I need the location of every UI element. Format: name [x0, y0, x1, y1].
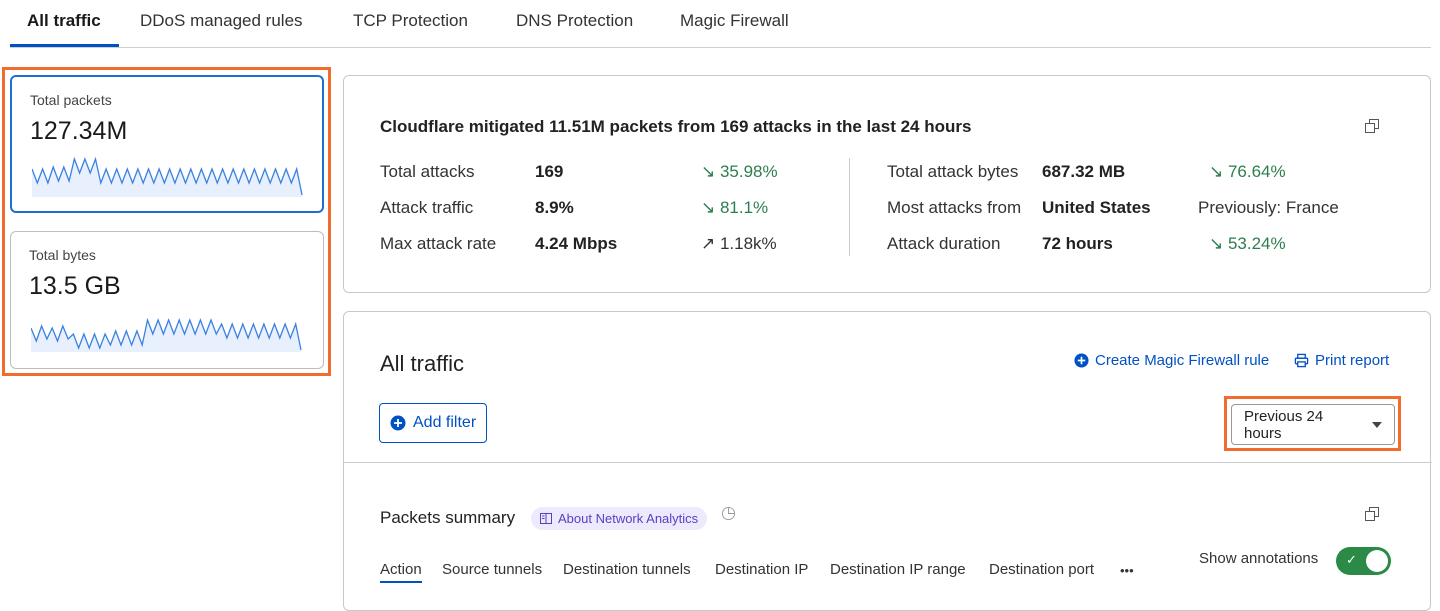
tab-tcp-protection[interactable]: TCP Protection — [353, 11, 468, 30]
stat-value: 169 — [535, 162, 564, 181]
caret-down-icon — [1372, 421, 1382, 428]
stat-change: ↘ 35.98% — [701, 162, 778, 181]
subtab-destination-port[interactable]: Destination port — [989, 561, 1095, 578]
stat-value: 8.9% — [535, 198, 574, 217]
stat-label: Most attacks from — [887, 198, 1022, 217]
sparkline-packets — [32, 156, 303, 197]
check-icon: ✓ — [1346, 552, 1357, 567]
copy-icon[interactable] — [1364, 506, 1380, 522]
section-title: All traffic — [380, 351, 464, 376]
tab-all-traffic[interactable]: All traffic — [27, 11, 101, 30]
highlight-box — [2, 67, 331, 376]
stat-label: Attack traffic — [380, 198, 474, 217]
tab-magic-firewall[interactable]: Magic Firewall — [680, 11, 789, 30]
tab-dns-protection[interactable]: DNS Protection — [516, 11, 634, 30]
copy-icon[interactable] — [1364, 118, 1380, 134]
sparkline-line — [32, 156, 303, 196]
divider — [849, 158, 850, 256]
stat-change: ↘ 53.24% — [1209, 234, 1286, 253]
stat-label: Max attack rate — [380, 234, 497, 253]
subtab-destination-tunnels[interactable]: Destination tunnels — [563, 561, 691, 578]
more-tabs-button[interactable]: ••• — [1120, 563, 1134, 578]
stat-value: 687.32 MB — [1042, 162, 1126, 181]
metric-card-total-bytes[interactable]: Total bytes 13.5 GB — [10, 231, 324, 369]
sparkline-bytes — [31, 317, 302, 352]
summary-headline: Cloudflare mitigated 11.51M packets from… — [380, 117, 972, 136]
packets-summary-title: Packets summary — [380, 508, 516, 527]
metric-label: Total packets — [30, 92, 112, 108]
stat-value: 4.24 Mbps — [535, 234, 618, 253]
stat-change: ↗ 1.18k% — [701, 234, 777, 253]
plus-circle-icon — [390, 415, 406, 431]
stat-label: Total attacks — [380, 162, 475, 181]
divider — [344, 462, 1432, 463]
toggle-knob — [1366, 550, 1388, 572]
stat-value: 72 hours — [1042, 234, 1113, 253]
metric-value: 13.5 GB — [29, 272, 121, 300]
subtab-source-tunnels[interactable]: Source tunnels — [442, 561, 543, 578]
metric-value: 127.34M — [30, 117, 128, 145]
sparkline-area — [32, 159, 302, 197]
book-icon — [540, 513, 552, 524]
stat-label: Total attack bytes — [887, 162, 1019, 181]
tab-bar: All traffic DDoS managed rules TCP Prote… — [10, 0, 1431, 48]
subtab-destination-ip[interactable]: Destination IP — [715, 561, 809, 578]
all-traffic-card: All traffic Create Magic Firewall rule P… — [343, 311, 1432, 611]
plus-circle-icon — [1074, 353, 1089, 368]
create-firewall-rule-link[interactable]: Create Magic Firewall rule — [1074, 352, 1269, 369]
stat-label: Attack duration — [887, 234, 1001, 253]
subtab-action[interactable]: Action — [380, 561, 422, 583]
stat-value: United States — [1042, 198, 1151, 217]
printer-icon — [1294, 353, 1309, 368]
sparkline-line — [31, 317, 302, 351]
tab-ddos-managed-rules[interactable]: DDoS managed rules — [140, 11, 303, 30]
subtab-destination-ip-range[interactable]: Destination IP range — [830, 561, 966, 578]
stat-change: ↘ 76.64% — [1209, 162, 1286, 181]
about-network-analytics-link[interactable]: About Network Analytics — [531, 507, 708, 530]
active-tab-indicator — [10, 44, 119, 47]
print-report-link[interactable]: Print report — [1294, 352, 1389, 369]
metric-card-total-packets[interactable]: Total packets 127.34M — [10, 75, 324, 213]
show-annotations-label: Show annotations — [1199, 550, 1319, 567]
show-annotations-toggle[interactable]: ✓ — [1336, 547, 1391, 575]
stat-previous: Previously: France — [1198, 198, 1339, 217]
highlight-box — [1224, 396, 1401, 451]
attack-summary-card: Cloudflare mitigated 11.51M packets from… — [343, 75, 1431, 293]
time-range-select[interactable]: Previous 24 hours — [1231, 404, 1395, 445]
add-filter-button[interactable]: Add filter — [379, 403, 488, 443]
stat-change: ↘ 81.1% — [701, 198, 769, 217]
pie-chart-icon[interactable] — [721, 506, 736, 521]
metric-label: Total bytes — [29, 247, 96, 263]
